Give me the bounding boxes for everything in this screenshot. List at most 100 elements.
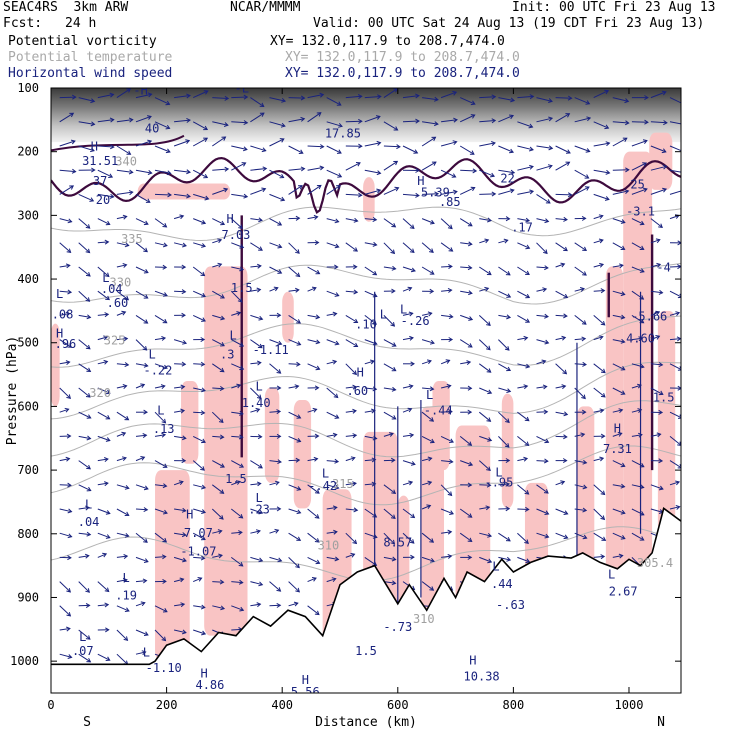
wind-vector-head <box>315 269 321 275</box>
wind-vector <box>345 339 358 347</box>
terrain-line <box>51 506 681 666</box>
wind-vector <box>650 263 661 268</box>
wind-vector <box>669 363 681 371</box>
wind-vector <box>59 508 72 513</box>
theta-contour <box>51 315 681 368</box>
wind-vector-head <box>357 192 363 198</box>
wind-vector-head <box>529 189 535 195</box>
wind-vector <box>421 532 434 543</box>
wind-vector <box>440 385 451 389</box>
wind-vector-head <box>243 193 249 199</box>
wind-vector-head <box>71 94 77 100</box>
wind-vector <box>97 313 109 316</box>
wind-vector <box>441 531 452 534</box>
wind-vector-head <box>122 263 128 268</box>
wind-vector-head <box>162 223 168 228</box>
wind-vector <box>383 508 396 519</box>
wind-vector <box>593 363 606 373</box>
wind-vector <box>440 141 457 147</box>
wind-vector-head <box>620 462 626 468</box>
wind-vector-head <box>276 312 282 318</box>
extremum-label: 1.5 <box>225 472 247 486</box>
wind-vector <box>669 481 680 486</box>
wind-vector-head <box>377 94 382 100</box>
wind-vector <box>135 602 145 607</box>
south-end-label: S <box>83 715 91 730</box>
wind-vector-head <box>295 563 300 569</box>
wind-vector <box>555 385 566 389</box>
wind-vector-head <box>447 529 453 535</box>
wind-vector <box>650 433 661 437</box>
wind-vector <box>154 193 172 196</box>
wind-vector-head <box>142 578 148 584</box>
wind-vector-head <box>430 219 435 225</box>
wind-vector <box>230 508 243 519</box>
wind-vector-head <box>620 390 626 395</box>
wind-vector-head <box>563 411 569 417</box>
wind-vector <box>288 185 303 195</box>
extremum-label: -L <box>235 81 249 95</box>
wind-vector <box>231 363 244 370</box>
extremum-label: 1.40 <box>242 396 271 410</box>
wind-vector <box>460 314 473 321</box>
wind-vector <box>650 387 664 395</box>
wind-vector-head <box>394 186 400 192</box>
wind-vector-head <box>220 605 226 611</box>
wind-vector <box>97 508 110 514</box>
wind-vector <box>250 460 263 469</box>
wind-vector-head <box>219 367 225 373</box>
wind-vector <box>460 290 472 294</box>
wind-vector-head <box>409 335 414 341</box>
wind-vector <box>669 312 680 316</box>
wind-vector <box>116 555 128 558</box>
wind-vector-head <box>182 242 187 248</box>
wind-vector-head <box>505 216 511 222</box>
extremum-label: .69 <box>107 701 129 715</box>
wind-vector <box>574 433 585 437</box>
wind-vector <box>154 97 170 105</box>
wind-vector-head <box>600 490 606 496</box>
wind-vector <box>59 169 76 173</box>
x-tick-label: 400 <box>271 698 293 712</box>
wind-vector-head <box>319 92 325 98</box>
wind-vector-head <box>89 197 95 202</box>
wind-vector-head <box>510 169 516 175</box>
extremum-label: L <box>495 465 502 479</box>
extremum-label: H <box>357 365 364 379</box>
y-tick-label: 400 <box>17 272 39 286</box>
y-tick-label: 100 <box>17 81 39 95</box>
wind-vector-head <box>104 602 110 608</box>
wind-vector-head <box>86 314 92 320</box>
wind-vector <box>193 218 206 224</box>
wind-vector-head <box>142 345 148 351</box>
wind-vector-head <box>447 491 453 497</box>
wind-vector-head <box>581 336 587 342</box>
wind-vector-head <box>67 508 73 514</box>
wind-vector-head <box>509 188 515 194</box>
wind-vector <box>288 532 301 541</box>
wind-vector <box>154 242 168 247</box>
wind-vector <box>212 530 222 534</box>
wind-vector-head <box>67 555 72 561</box>
wind-vector <box>326 460 339 463</box>
wind-vector-head <box>147 139 153 145</box>
header-org: NCAR/MMMM <box>230 0 301 15</box>
wind-vector-head <box>295 249 300 254</box>
wind-vector <box>59 532 72 538</box>
wind-vector-head <box>542 384 548 390</box>
wind-vector <box>517 290 530 298</box>
wind-vector-head <box>200 271 206 277</box>
wind-vector-head <box>658 458 664 464</box>
wind-vector-head <box>491 94 497 100</box>
wind-vector <box>269 581 281 592</box>
extremum-label: .3 <box>220 348 234 362</box>
wind-vector <box>402 481 413 486</box>
wind-vector-head <box>69 112 75 118</box>
wind-vector <box>269 481 280 486</box>
wind-vector-head <box>224 95 230 101</box>
wind-vector-head <box>544 339 550 345</box>
pv-fill-region <box>51 323 60 407</box>
wind-vector-head <box>256 263 262 269</box>
wind-vector-head <box>677 441 681 446</box>
wind-vector <box>154 532 167 543</box>
